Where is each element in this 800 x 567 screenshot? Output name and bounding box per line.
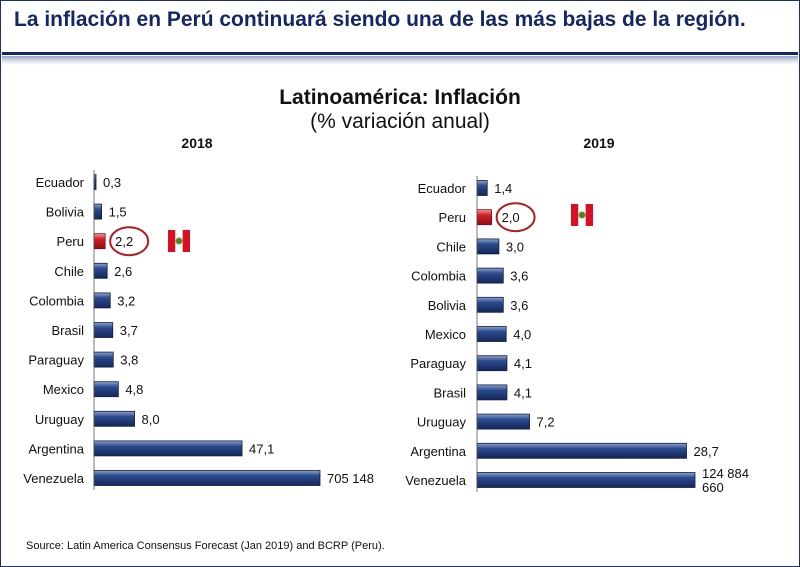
category-label: Paraguay — [410, 356, 466, 371]
category-label: Ecuador — [418, 181, 467, 196]
highlight-circle — [109, 226, 150, 257]
panel-label-2019: 2019 — [583, 135, 614, 151]
highlight-circle — [495, 202, 536, 233]
value-label: 4,1 — [514, 385, 532, 400]
bar-chile — [476, 238, 500, 255]
bar-peru — [93, 233, 106, 250]
category-label: Peru — [439, 210, 466, 225]
bar-colombia — [93, 292, 111, 309]
value-label: 4,0 — [513, 327, 531, 342]
value-label: 2,6 — [114, 264, 132, 279]
category-label: Chile — [436, 239, 466, 254]
bar-paraguay — [476, 355, 508, 372]
chart-subtitle: (% variación anual) — [310, 110, 490, 133]
bar-mexico — [476, 326, 507, 342]
category-label: Ecuador — [36, 175, 85, 190]
value-label: 1,4 — [494, 181, 512, 196]
source-note: Source: Latin America Consensus Forecast… — [26, 540, 385, 552]
bar-venezuela — [476, 472, 696, 488]
page-title: La inflación en Perú continuará siendo u… — [14, 8, 746, 31]
value-label: 3,6 — [510, 269, 528, 284]
flag-stripe-right — [585, 204, 593, 226]
category-label: Paraguay — [28, 353, 84, 368]
bar-bolivia — [476, 296, 504, 313]
category-label: Colombia — [29, 293, 85, 308]
bar-mexico — [93, 381, 119, 398]
bar-paraguay — [93, 351, 114, 368]
title-rule-shadow — [2, 56, 798, 65]
value-label: 3,8 — [120, 353, 138, 368]
bar-uruguay — [93, 410, 135, 427]
flag-stripe-left — [168, 230, 176, 252]
flag-coat-of-arms — [578, 211, 586, 219]
value-label: 2,0 — [502, 210, 520, 225]
category-label: Uruguay — [35, 412, 85, 427]
value-label: 1,5 — [109, 205, 127, 220]
category-label: Venezuela — [405, 473, 466, 488]
category-label: Colombia — [411, 269, 467, 284]
category-label: Bolivia — [428, 298, 467, 313]
value-label: 47,1 — [249, 441, 274, 456]
value-label: 3,0 — [506, 239, 524, 254]
category-label: Chile — [54, 264, 84, 279]
category-label: Mexico — [43, 382, 84, 397]
value-label: 705 148 — [327, 471, 374, 486]
flag-stripe-right — [182, 230, 190, 252]
value-label: 3,2 — [117, 293, 135, 308]
bar-colombia — [476, 267, 504, 284]
flag-stripe-left — [571, 204, 579, 226]
value-label: 3,6 — [510, 298, 528, 313]
category-label: Bolivia — [46, 205, 85, 220]
value-label: 2,2 — [115, 234, 133, 249]
category-label: Mexico — [425, 327, 466, 342]
value-label: 4,1 — [514, 356, 532, 371]
value-label: 0,3 — [103, 175, 121, 190]
peru-flag-icon — [168, 230, 190, 252]
value-label: 4,8 — [125, 382, 143, 397]
title-rule — [2, 52, 798, 55]
bar-uruguay — [476, 413, 530, 430]
category-label: Venezuela — [23, 471, 84, 486]
value-label: 8,0 — [142, 412, 160, 427]
peru-flag-icon — [571, 204, 593, 226]
category-label: Peru — [57, 234, 84, 249]
bar-ecuador — [476, 180, 488, 196]
bar-brasil — [93, 322, 114, 338]
category-label: Argentina — [410, 444, 466, 459]
category-label: Argentina — [28, 441, 84, 456]
category-label: Uruguay — [417, 415, 467, 430]
bar-venezuela — [93, 470, 321, 486]
flag-coat-of-arms — [175, 237, 183, 245]
category-label: Brasil — [51, 323, 84, 338]
bar-argentina — [93, 440, 243, 457]
bar-bolivia — [93, 203, 103, 220]
bar-argentina — [476, 442, 687, 459]
value-label: 28,7 — [694, 444, 719, 459]
category-label: Brasil — [433, 385, 466, 400]
value-label: 3,7 — [120, 323, 138, 338]
bar-chile — [93, 262, 108, 279]
value-label: 124 884 660 — [702, 466, 749, 495]
panel-label-2018: 2018 — [181, 135, 212, 151]
chart-title: Latinoamérica: Inflación — [279, 86, 521, 109]
bar-brasil — [476, 384, 508, 401]
bar-peru — [476, 209, 493, 226]
value-label: 7,2 — [537, 415, 555, 430]
